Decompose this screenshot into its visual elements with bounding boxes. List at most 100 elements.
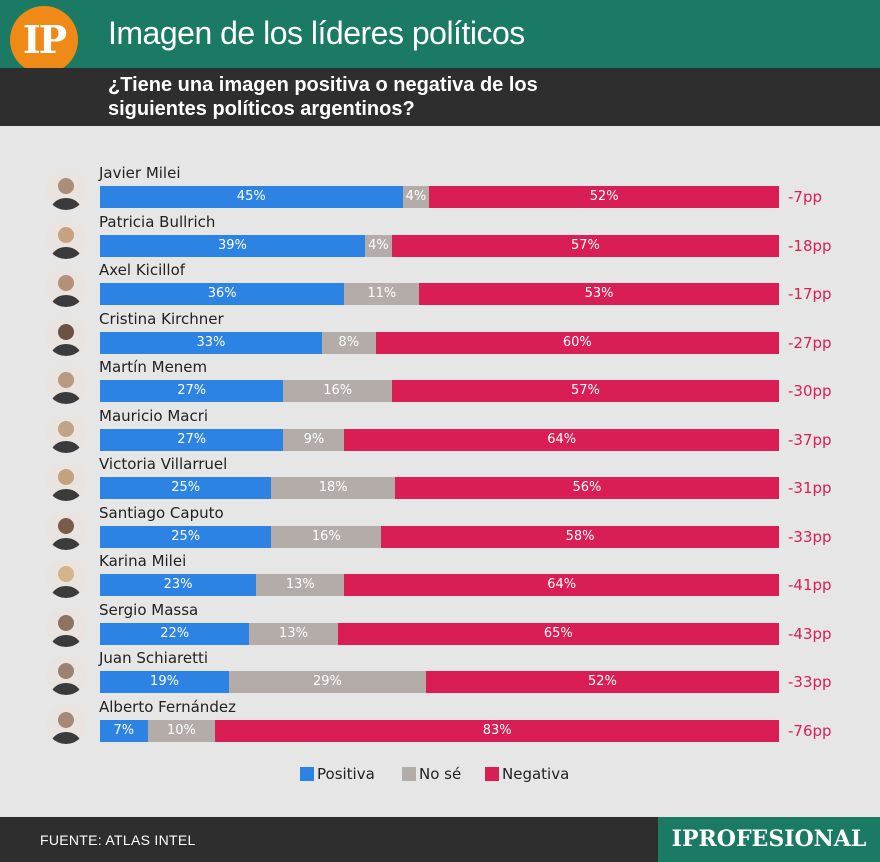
bar-segment-positive: 45% <box>100 186 403 208</box>
chart-row-karina-milei: Karina Milei 23% 13% 64% -41pp <box>0 552 880 606</box>
page-title: Imagen de los líderes políticos <box>108 15 525 51</box>
bar-segment-positive: 25% <box>100 525 272 548</box>
net-difference-label: -17pp <box>788 285 832 303</box>
net-difference-label: -7pp <box>788 188 822 206</box>
avatar-patricia-bullrich <box>46 218 86 259</box>
bar-segment-no-se: 8% <box>321 331 376 354</box>
bar-segment-positive: 33% <box>100 331 322 354</box>
bar-segment-negative: 53% <box>419 283 779 305</box>
bar-karina-milei: 23% 13% 64% <box>100 574 779 596</box>
bar-patricia-bullrich: 39% 4% 57% <box>100 234 779 257</box>
bar-segment-negative: 56% <box>394 477 779 499</box>
bar-segment-positive: 23% <box>100 574 257 596</box>
net-difference-label: -27pp <box>788 333 832 352</box>
bar-axel-kicillof: 36% 11% 53% <box>100 283 779 305</box>
bar-segment-negative: 57% <box>391 380 779 402</box>
bar-segment-negative: 83% <box>215 719 779 742</box>
avatar-juan-schiaretti <box>46 655 86 695</box>
avatar-javier-milei <box>46 170 86 210</box>
category-label: Cristina Kirchner <box>99 309 224 328</box>
category-label: Axel Kicillof <box>99 261 186 279</box>
bar-sergio-massa: 22% 13% 65% <box>100 622 779 645</box>
legend-swatch-no-se <box>402 767 416 781</box>
legend-label-negativa: Negativa <box>502 765 570 783</box>
category-label: Karina Milei <box>99 552 187 570</box>
net-difference-label: -41pp <box>788 576 832 594</box>
net-difference-label: -33pp <box>788 673 832 691</box>
bar-cristina-kirchner: 33% 8% 60% <box>100 331 779 354</box>
legend-item-no-se: No sé <box>402 765 461 783</box>
bar-segment-negative: 57% <box>391 234 779 257</box>
bar-santiago-caputo: 25% 16% 58% <box>100 525 779 548</box>
avatar-victoria-villarruel <box>46 461 86 501</box>
net-difference-label: -18pp <box>788 236 832 255</box>
category-label: Javier Milei <box>99 164 181 182</box>
chart-row-martin-menem: Martín Menem 27% 16% 57% -30pp <box>0 358 880 412</box>
bar-segment-no-se: 13% <box>256 574 345 596</box>
bar-segment-positive: 36% <box>100 283 345 305</box>
net-difference-label: -30pp <box>788 382 832 400</box>
category-label: Martín Menem <box>99 358 208 376</box>
avatar-cristina-kirchner <box>46 315 86 356</box>
legend-swatch-negativa <box>485 767 499 781</box>
bar-alberto-fernandez: 7% 10% 83% <box>100 719 779 742</box>
chart-subtitle: ¿Tiene una imagen positiva o negativa de… <box>108 74 538 120</box>
bar-segment-no-se: 29% <box>229 671 426 693</box>
chart-row-sergio-massa: Sergio Massa 22% 13% 65% -43pp <box>0 601 880 655</box>
bar-segment-positive: 7% <box>100 719 148 742</box>
category-label: Victoria Villarruel <box>99 455 228 473</box>
legend-item-positiva: Positiva <box>300 765 375 783</box>
legend-label-no-se: No sé <box>419 765 462 783</box>
bar-victoria-villarruel: 25% 18% 56% <box>100 477 779 499</box>
bar-segment-no-se: 18% <box>271 477 395 499</box>
chart-row-javier-milei: Javier Milei 45% 4% 52% -7pp <box>0 164 880 218</box>
net-difference-label: -37pp <box>788 430 832 449</box>
legend-label-positiva: Positiva <box>317 765 375 783</box>
avatar-axel-kicillof <box>46 267 86 307</box>
bar-juan-schiaretti: 19% 29% 52% <box>100 671 779 693</box>
bar-segment-negative: 64% <box>344 574 779 596</box>
avatar-martin-menem <box>46 364 86 404</box>
category-label: Mauricio Macri <box>99 406 209 425</box>
chart-row-juan-schiaretti: Juan Schiaretti 19% 29% 52% -33pp <box>0 649 880 703</box>
avatar-mauricio-macri <box>46 412 86 453</box>
bar-javier-milei: 45% 4% 52% <box>100 186 779 208</box>
legend-item-negativa: Negativa <box>485 765 569 783</box>
bar-segment-no-se: 4% <box>402 186 430 208</box>
bar-segment-negative: 64% <box>344 428 779 451</box>
bar-segment-positive: 22% <box>100 622 250 645</box>
bar-segment-no-se: 9% <box>283 428 345 451</box>
source-note: FUENTE: ATLAS INTEL <box>40 832 196 848</box>
bar-segment-positive: 39% <box>100 234 365 257</box>
avatar-karina-milei <box>46 558 86 598</box>
bar-segment-negative: 58% <box>381 525 779 548</box>
bar-segment-positive: 19% <box>100 671 229 693</box>
category-label: Santiago Caputo <box>99 503 224 522</box>
category-label: Patricia Bullrich <box>99 212 216 231</box>
net-difference-label: -33pp <box>788 527 832 546</box>
brand-logo: IP <box>10 6 78 74</box>
bar-segment-no-se: 16% <box>283 380 392 402</box>
chart-row-axel-kicillof: Axel Kicillof 36% 11% 53% -17pp <box>0 261 880 315</box>
bar-segment-no-se: 16% <box>271 525 382 548</box>
bar-segment-no-se: 10% <box>147 719 216 742</box>
net-difference-label: -31pp <box>788 479 832 497</box>
category-label: Juan Schiaretti <box>99 649 209 667</box>
bar-segment-negative: 65% <box>337 622 779 645</box>
avatar-sergio-massa <box>46 606 86 647</box>
header-bar <box>0 0 880 68</box>
net-difference-label: -76pp <box>788 721 832 740</box>
chart-row-alberto-fernandez: Alberto Fernández 7% 10% 83% -76pp <box>0 698 880 752</box>
bar-martin-menem: 27% 16% 57% <box>100 380 779 402</box>
bar-segment-no-se: 11% <box>344 283 420 305</box>
chart-row-cristina-kirchner: Cristina Kirchner 33% 8% 60% -27pp <box>0 310 880 364</box>
chart-row-mauricio-macri: Mauricio Macri 27% 9% 64% -37pp <box>0 407 880 461</box>
chart-row-santiago-caputo: Santiago Caputo 25% 16% 58% -33pp <box>0 504 880 558</box>
subtitle-bar <box>0 68 880 126</box>
bar-segment-positive: 25% <box>100 477 272 499</box>
bar-segment-no-se: 13% <box>249 622 338 645</box>
bar-mauricio-macri: 27% 9% 64% <box>100 428 779 451</box>
chart-row-victoria-villarruel: Victoria Villarruel 25% 18% 56% -31pp <box>0 455 880 509</box>
net-difference-label: -43pp <box>788 624 832 643</box>
avatar-alberto-fernandez <box>46 703 86 744</box>
